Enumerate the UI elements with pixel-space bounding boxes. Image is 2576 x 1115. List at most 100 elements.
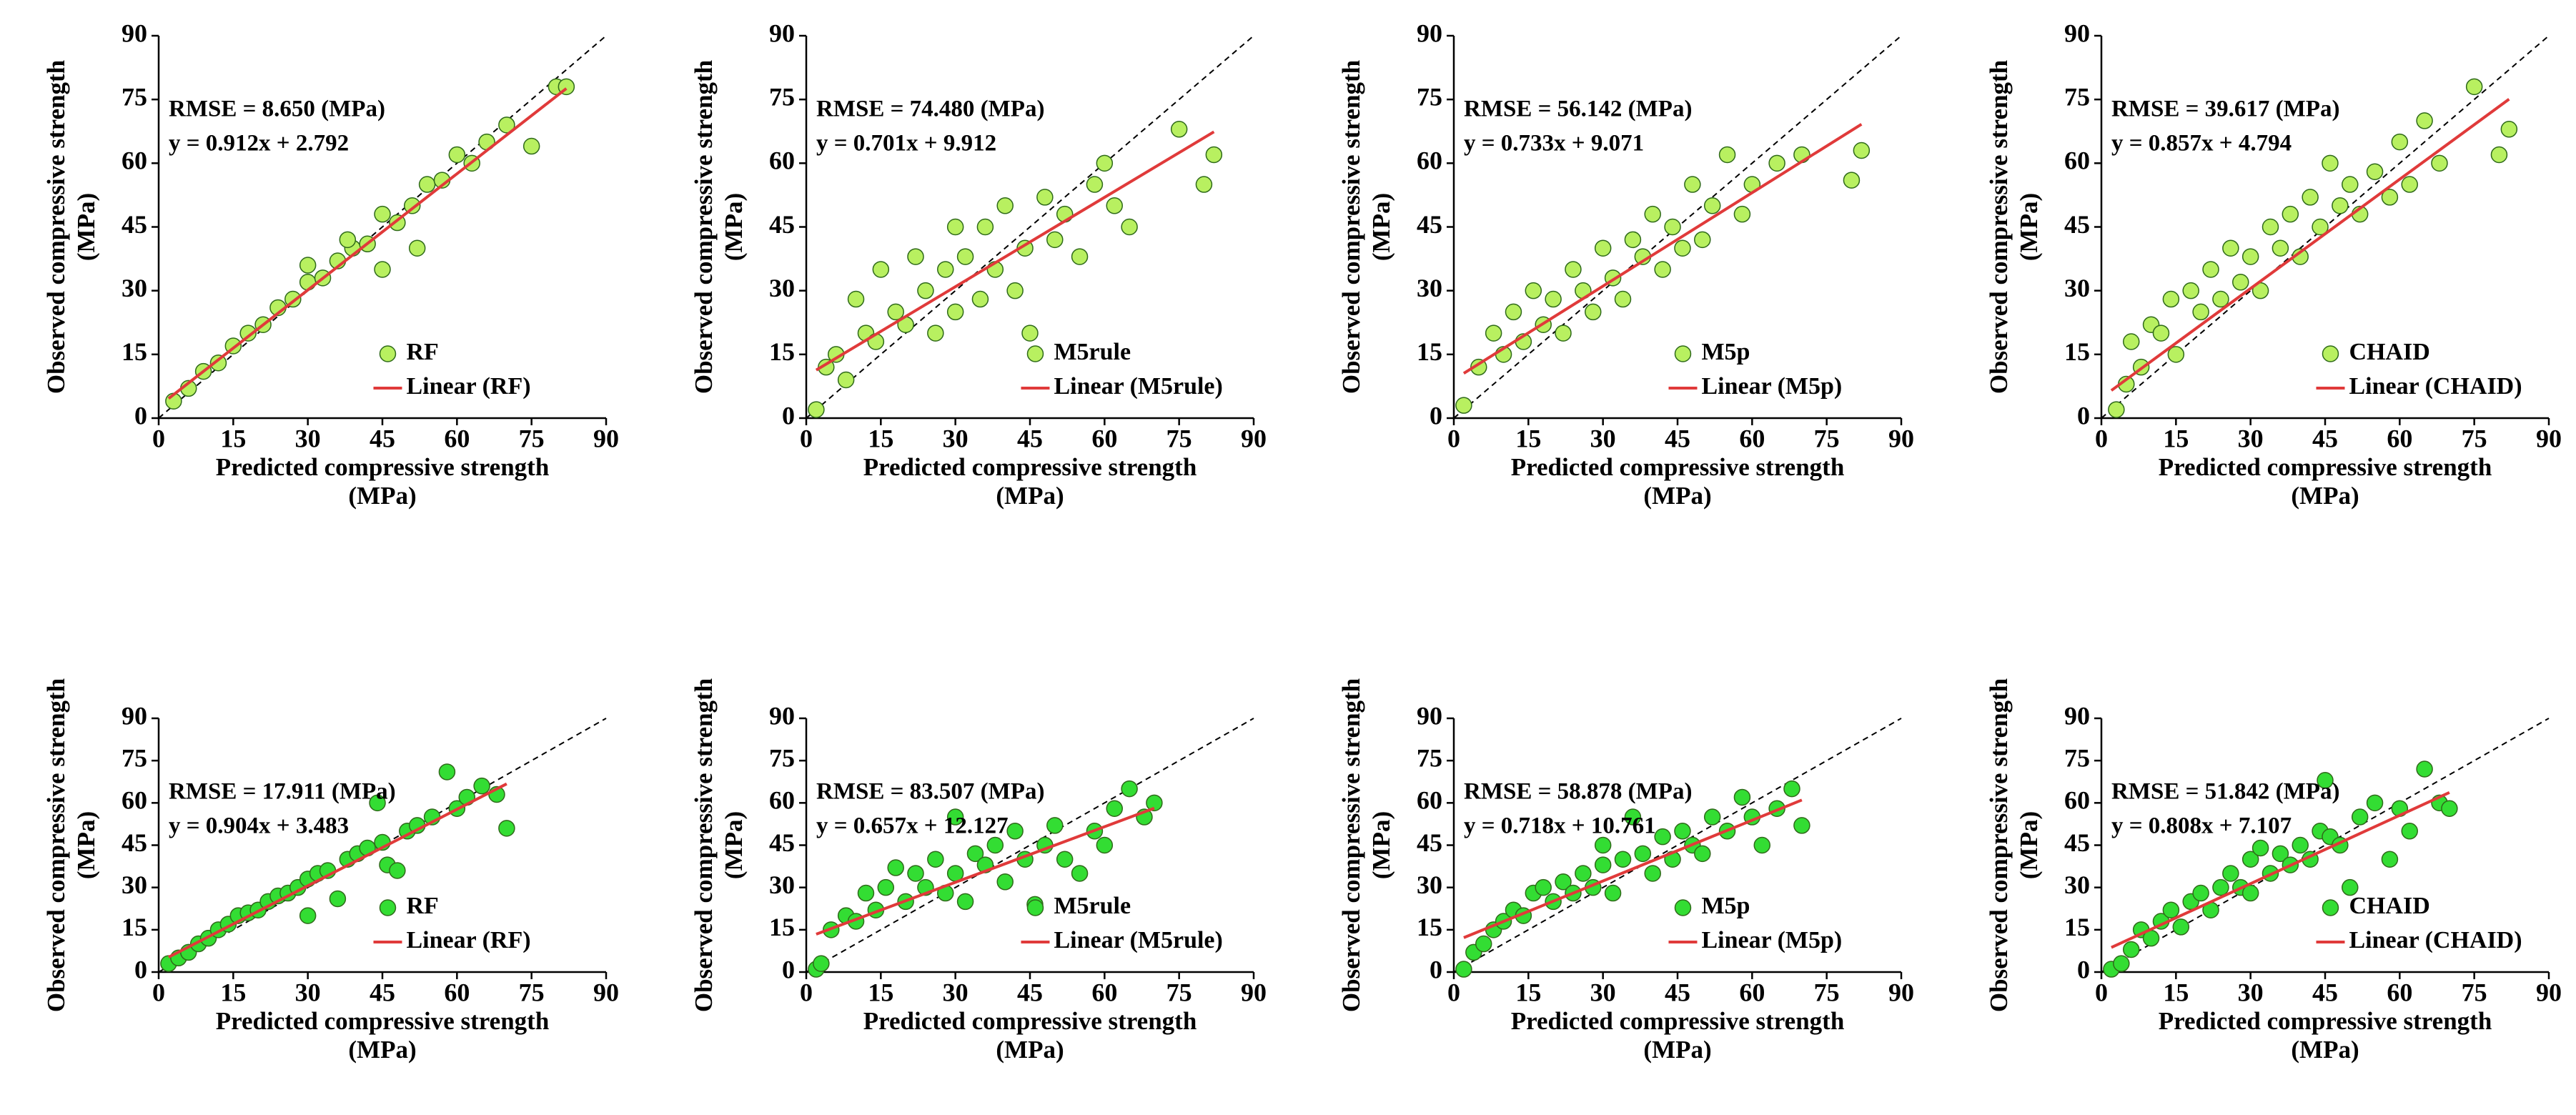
x-tick-label: 75: [2462, 978, 2487, 1006]
point: [1604, 884, 1622, 902]
y-tick-label: 15: [1417, 337, 1442, 366]
panel: 0 15 30 45 60 75 90 0 15 30 45 60 75 90 Predicted comp…: [1985, 678, 2562, 1064]
annotation: RMSE = 51.842 (MPa): [2111, 779, 2339, 805]
x-tick-label: 90: [593, 424, 619, 452]
x-tick-label: 45: [1665, 424, 1690, 452]
x-tick-label: 30: [295, 978, 321, 1006]
trend-line: [815, 130, 1215, 372]
point: [1783, 780, 1800, 798]
x-tick-label: 75: [519, 424, 545, 452]
x-tick-label: 90: [1888, 978, 1914, 1006]
point: [937, 261, 954, 278]
point: [2312, 218, 2329, 236]
point: [1694, 845, 1711, 863]
legend-label: Linear (M5rule): [1054, 373, 1222, 400]
annotation: RMSE = 83.507 (MPa): [816, 779, 1044, 805]
point: [2332, 197, 2349, 214]
point: [2366, 794, 2384, 812]
point: [1853, 142, 1871, 159]
y-tick-label: 45: [1417, 210, 1442, 239]
x-tick-label: 75: [1814, 978, 1840, 1006]
point: [2391, 133, 2409, 151]
point: [1644, 205, 1661, 223]
y-tick-label: 90: [2064, 701, 2090, 730]
legend-marker: [1674, 345, 1692, 362]
identity-line: [806, 35, 1254, 419]
annotation: RMSE = 58.878 (MPa): [1464, 779, 1692, 805]
x-axis-label: (MPa): [1643, 1036, 1711, 1064]
legend-marker: [2322, 345, 2339, 362]
point: [1674, 823, 1691, 840]
point: [1485, 324, 1502, 342]
y-tick-label: 60: [2064, 786, 2090, 815]
point: [1545, 290, 1562, 308]
x-tick-label: 90: [2536, 424, 2562, 452]
point: [2317, 772, 2334, 789]
y-axis-label: (MPa): [2015, 193, 2043, 261]
y-tick-label: 45: [769, 828, 795, 857]
point: [1086, 176, 1104, 193]
trend-line: [816, 806, 1155, 936]
point: [1096, 836, 1114, 854]
y-tick-label: 90: [2064, 19, 2090, 47]
trend-line: [1462, 123, 1863, 375]
point: [1624, 231, 1642, 249]
x-tick-label: 30: [2238, 978, 2264, 1006]
point: [448, 146, 466, 164]
y-tick-label: 60: [2064, 147, 2090, 175]
legend-label: Linear (RF): [406, 373, 530, 400]
point: [299, 257, 317, 274]
x-tick-label: 45: [1665, 978, 1690, 1006]
point: [438, 763, 456, 780]
x-tick-label: 45: [1017, 424, 1043, 452]
panel: 0 15 30 45 60 75 90 0 15 30 45 60 75 90 Predicted comp…: [42, 678, 619, 1064]
panel: 0 15 30 45 60 75 90 0 15 30 45 60 75 90 Predicted comp…: [1337, 678, 1914, 1064]
point: [2500, 121, 2518, 138]
trend-line: [167, 782, 507, 958]
point: [2441, 800, 2458, 817]
legend-marker: [1026, 899, 1044, 916]
legend-label: Linear (M5rule): [1054, 927, 1222, 953]
point: [1703, 808, 1721, 826]
point: [1036, 189, 1054, 206]
x-tick-label: 0: [800, 978, 813, 1006]
annotation: y = 0.701x + 9.912: [816, 131, 996, 157]
y-tick-label: 90: [122, 19, 147, 47]
x-axis-label: Predicted compressive strength: [216, 453, 550, 481]
y-tick-label: 0: [134, 401, 147, 430]
annotation: RMSE = 74.480 (MPa): [816, 96, 1044, 122]
point: [956, 248, 974, 265]
x-tick-label: 15: [868, 978, 893, 1006]
x-axis-label: (MPa): [348, 1036, 416, 1064]
y-tick-label: 30: [122, 871, 147, 899]
point: [2366, 163, 2384, 180]
point: [946, 218, 964, 236]
y-tick-label: 0: [782, 955, 795, 983]
x-tick-label: 0: [152, 978, 165, 1006]
point: [522, 137, 540, 155]
identity-line: [158, 35, 607, 419]
point: [2342, 878, 2359, 896]
point: [1634, 845, 1652, 863]
point: [1684, 176, 1701, 193]
x-tick-label: 30: [943, 978, 969, 1006]
x-tick-label: 60: [444, 424, 470, 452]
point: [986, 836, 1004, 854]
point: [2172, 918, 2190, 936]
point: [1654, 828, 1671, 846]
point: [813, 955, 830, 972]
y-tick-label: 30: [769, 274, 795, 302]
annotation: y = 0.857x + 4.794: [2111, 131, 2292, 157]
x-tick-label: 75: [1166, 424, 1192, 452]
x-tick-label: 0: [2095, 424, 2108, 452]
y-axis-label: (MPa): [1367, 811, 1395, 879]
legend-label: Linear (CHAID): [2349, 373, 2522, 400]
x-tick-label: 60: [1739, 978, 1765, 1006]
y-tick-label: 30: [1417, 871, 1442, 899]
point: [2465, 78, 2483, 96]
point: [1733, 788, 1751, 806]
x-axis-label: (MPa): [2291, 482, 2359, 510]
y-tick-label: 75: [1417, 82, 1442, 111]
x-axis-label: Predicted compressive strength: [2159, 453, 2492, 481]
y-tick-label: 0: [1430, 401, 1442, 430]
